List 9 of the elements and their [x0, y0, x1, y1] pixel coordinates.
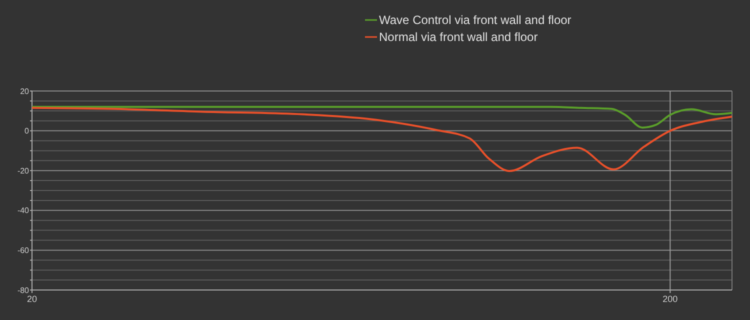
- y-tick-label: -20: [17, 166, 30, 176]
- y-tick-label: 20: [20, 86, 30, 96]
- x-tick-label: 200: [662, 294, 678, 304]
- y-tick-label: -80: [17, 286, 30, 295]
- y-tick-label: -60: [17, 246, 30, 255]
- y-tick-label: -40: [17, 206, 30, 216]
- legend-label: Wave Control via front wall and floor: [379, 13, 572, 28]
- y-tick-label: 0: [24, 126, 30, 136]
- legend-label: Normal via front wall and floor: [379, 30, 538, 44]
